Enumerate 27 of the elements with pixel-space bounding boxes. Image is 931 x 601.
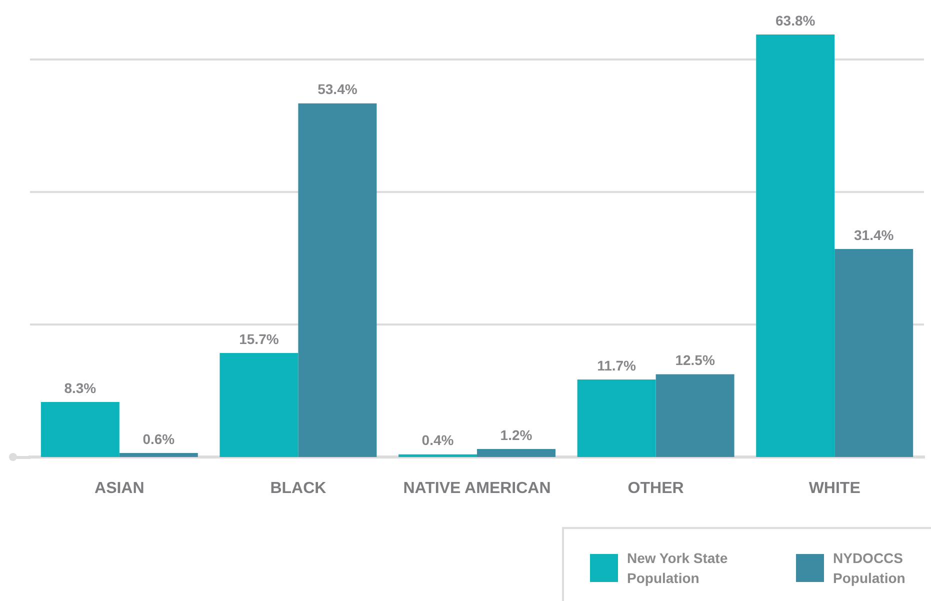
- x-tick-label: ASIAN: [94, 480, 144, 498]
- x-tick-label: WHITE: [808, 480, 861, 498]
- data-label: 15.7%: [239, 330, 280, 347]
- data-label: 63.8%: [776, 12, 816, 28]
- bar: [298, 103, 377, 457]
- legend-label: New York State Population: [627, 549, 729, 588]
- data-label: 31.4%: [854, 226, 894, 243]
- data-label: 53.4%: [318, 81, 358, 98]
- bar: [756, 34, 835, 457]
- bar: [40, 402, 120, 457]
- bar: [119, 453, 198, 457]
- x-tick-label: NATIVE AMERICAN: [403, 480, 551, 498]
- data-label: 11.7%: [597, 357, 637, 374]
- bar: [834, 249, 914, 457]
- x-tick-label: BLACK: [270, 480, 327, 498]
- data-label: 12.5%: [675, 352, 716, 368]
- bar: [577, 380, 656, 457]
- bar: [656, 374, 734, 457]
- x-tick-label: OTHER: [628, 480, 684, 498]
- data-label: 1.2%: [500, 426, 533, 443]
- bar: [398, 454, 477, 457]
- bar: [220, 353, 298, 457]
- data-label: 0.4%: [422, 432, 454, 448]
- bar: [477, 449, 556, 457]
- data-label: 8.3%: [64, 380, 97, 396]
- data-label: 0.6%: [142, 430, 176, 447]
- legend-label: NYDOCCS Population: [833, 549, 906, 588]
